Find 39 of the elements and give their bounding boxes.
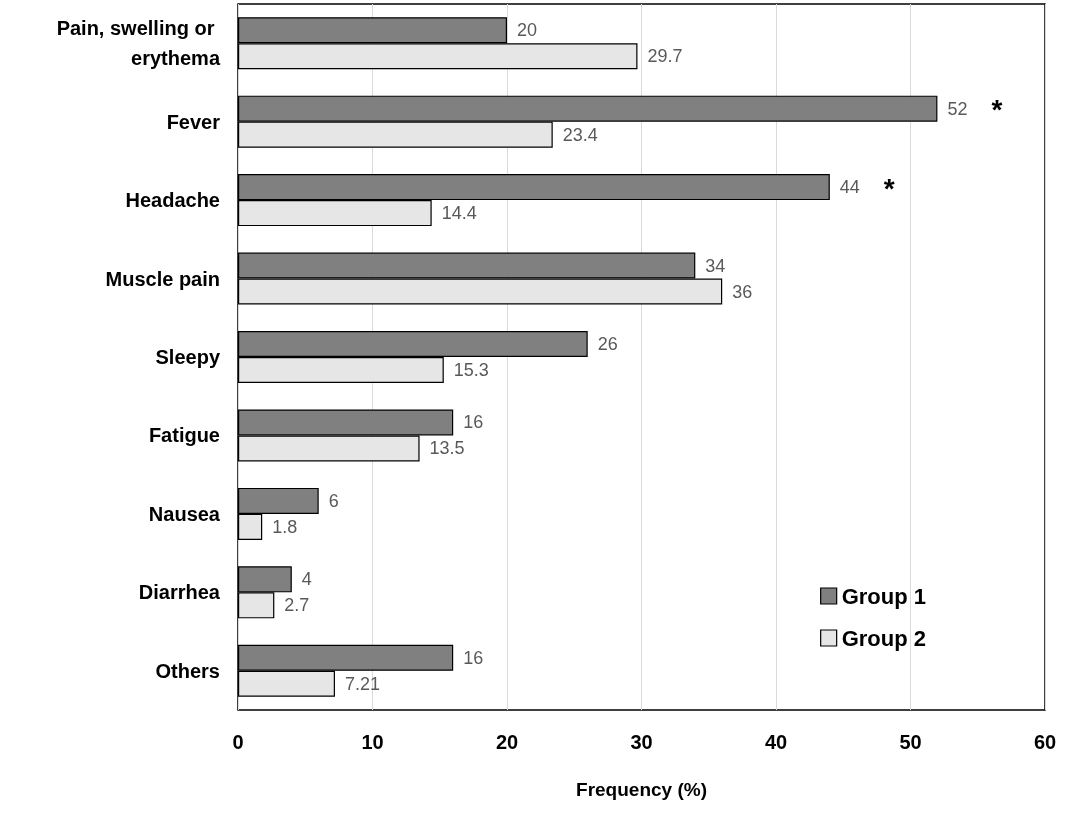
annotation: *	[991, 94, 1003, 126]
x-tick-label: 10	[361, 731, 384, 753]
data-label: 52	[947, 98, 968, 119]
x-tick-label: 30	[630, 731, 653, 753]
data-label: 4	[301, 569, 312, 590]
data-label: 15.3	[453, 360, 489, 380]
x-tick-label: 50	[899, 731, 922, 753]
data-label: 23.4	[562, 124, 598, 145]
data-label: 29.7	[647, 46, 683, 67]
y-tick-label: Sleepy	[155, 346, 221, 368]
legend-label: Group 1	[841, 583, 927, 609]
y-tick-label: Nausea	[148, 502, 221, 525]
annotation: *	[883, 172, 895, 204]
y-tick-label: Diarrhea	[138, 581, 221, 604]
data-label: 7.21	[344, 673, 381, 694]
data-label: 26	[597, 334, 618, 354]
y-tick-label: Headache	[125, 189, 220, 212]
x-tick-label: 60	[1033, 731, 1057, 753]
data-label: 44	[839, 177, 860, 198]
x-tick-label: 40	[764, 731, 788, 753]
y-tick-label: Fatigue	[148, 424, 220, 447]
x-tick-label: 20	[495, 731, 519, 753]
data-label: 20	[517, 20, 538, 41]
data-label: 16	[463, 647, 484, 668]
data-label: 13.5	[429, 438, 465, 459]
x-axis-title: Frequency (%)	[576, 779, 707, 800]
data-label: 14.4	[441, 203, 477, 224]
y-tick-label: Fever	[166, 110, 221, 133]
data-label: 36	[732, 281, 753, 302]
x-tick-label: 0	[232, 731, 244, 753]
y-tick-label: Others	[155, 659, 220, 682]
data-label: 16	[463, 412, 484, 433]
data-label: 34	[705, 255, 726, 276]
data-label: 1.8	[272, 516, 298, 537]
data-label: 6	[328, 490, 339, 511]
data-label: 2.7	[284, 595, 310, 616]
y-tick-label: Muscle pain	[105, 267, 220, 290]
y-tick-label: Pain, swelling or erythema	[56, 17, 221, 70]
legend-label: Group 2	[841, 625, 927, 651]
